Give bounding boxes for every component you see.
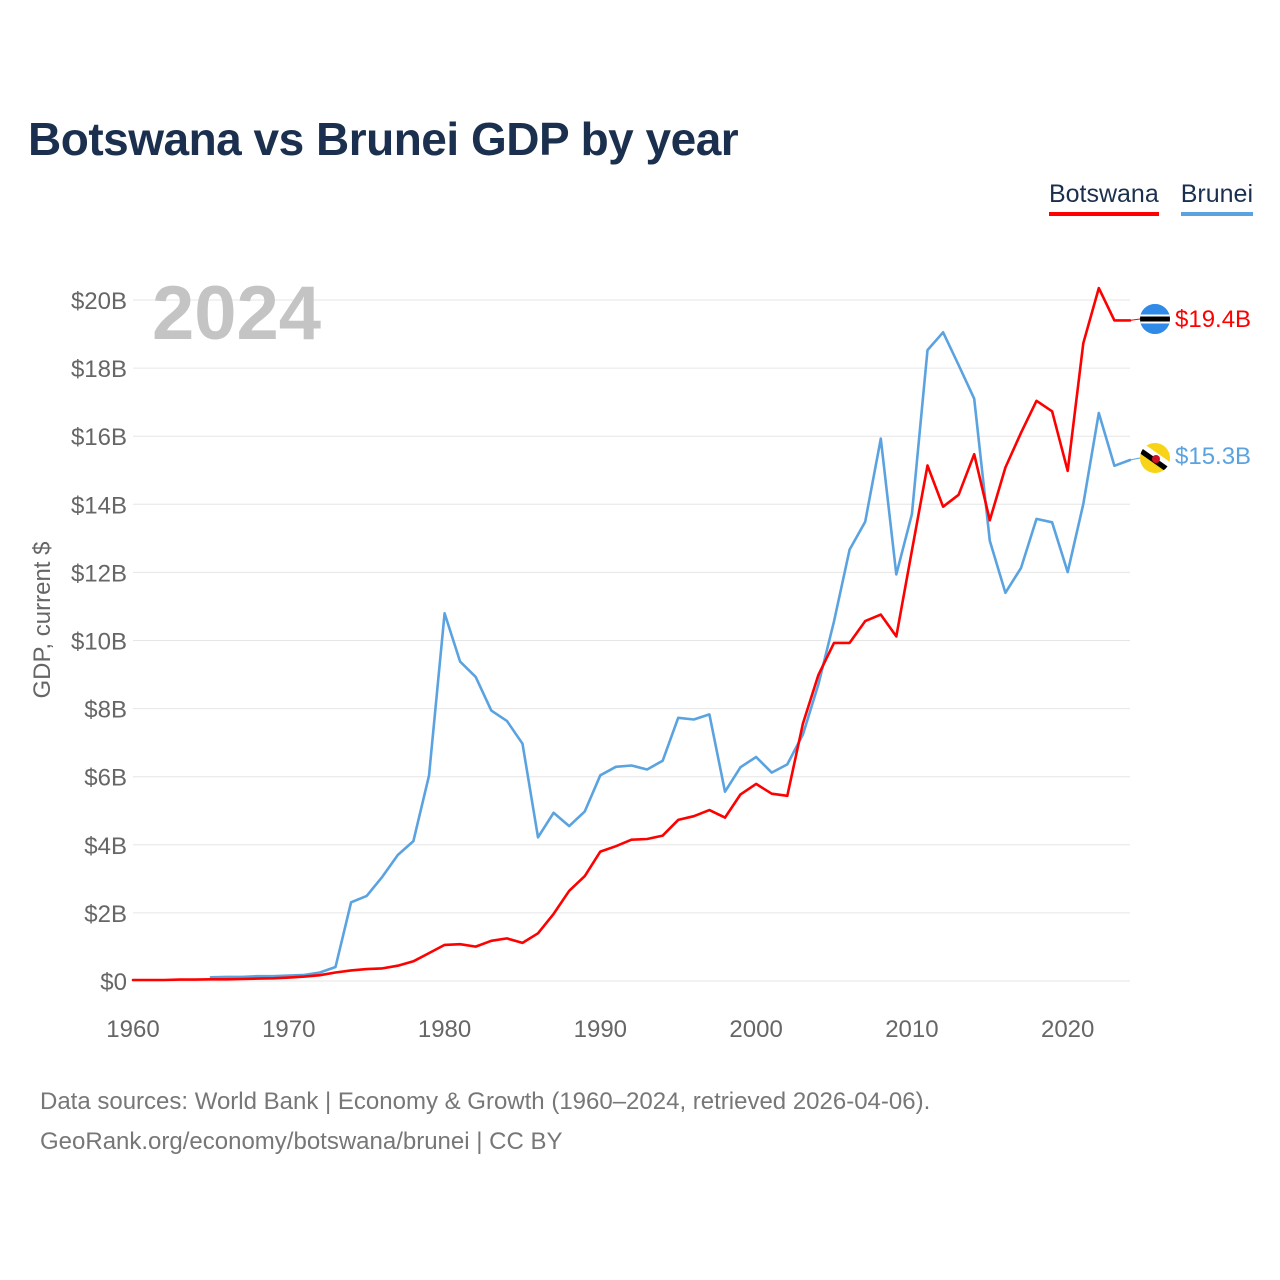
- brunei-flag-icon: [1140, 443, 1170, 473]
- x-tick-label: 2010: [885, 1016, 938, 1043]
- x-tick-label: 1980: [418, 1016, 471, 1043]
- x-tick-label: 1960: [106, 1016, 159, 1043]
- x-tick-label: 1990: [574, 1016, 627, 1043]
- series-line-botswana: [131, 286, 1132, 982]
- y-tick-label: $18B: [71, 356, 127, 383]
- legend-item-brunei[interactable]: Brunei: [1180, 180, 1253, 216]
- y-axis-label: GDP, current $: [29, 542, 56, 699]
- y-tick-label: $14B: [71, 492, 127, 519]
- y-tick-label: $16B: [71, 424, 127, 451]
- x-tick-label: 2020: [1041, 1016, 1094, 1043]
- y-tick-label: $6B: [84, 765, 127, 792]
- y-tick-label: $8B: [84, 697, 127, 724]
- botswana-flag-icon: [1140, 304, 1170, 334]
- end-markers: $19.4B $15.3B: [1129, 304, 1251, 473]
- botswana-end-label: $19.4B: [1175, 306, 1251, 333]
- legend-item-botswana[interactable]: Botswana: [1048, 180, 1159, 216]
- y-tick-label: $0: [100, 969, 127, 996]
- series-lines: [131, 286, 1132, 982]
- x-tick-label: 1970: [262, 1016, 315, 1043]
- line-chart: $0 $2B $4B $6B $8B $10B $12B $14B $16B $18B $20B 1…: [29, 271, 1251, 1043]
- brunei-end-label: $15.3B: [1175, 443, 1251, 470]
- y-tick-label: $12B: [71, 560, 127, 587]
- brunei-connector-line: [1129, 457, 1141, 461]
- source-line-2[interactable]: GeoRank.org/economy/botswana/brunei | CC…: [40, 1128, 563, 1155]
- y-tick-label: $2B: [84, 901, 127, 928]
- year-watermark: 2024: [152, 271, 321, 356]
- y-axis-ticks: $0 $2B $4B $6B $8B $10B $12B $14B $16B $18B $20B: [71, 288, 127, 996]
- y-tick-label: $20B: [71, 288, 127, 315]
- x-axis-ticks: 1960 1970 1980 1990 2000 2010 2020: [106, 1016, 1094, 1043]
- y-tick-label: $10B: [71, 629, 127, 656]
- x-tick-label: 2000: [729, 1016, 782, 1043]
- series-line-brunei: [209, 330, 1132, 979]
- y-tick-label: $4B: [84, 833, 127, 860]
- chart-title: Botswana vs Brunei GDP by year: [28, 113, 739, 165]
- source-line-1: Data sources: World Bank | Economy & Gro…: [40, 1088, 931, 1115]
- source-note: Data sources: World Bank | Economy & Gro…: [40, 1082, 930, 1162]
- gridlines: [133, 299, 1130, 982]
- legend: Botswana Brunei: [1048, 180, 1253, 216]
- botswana-connector-line: [1129, 318, 1141, 321]
